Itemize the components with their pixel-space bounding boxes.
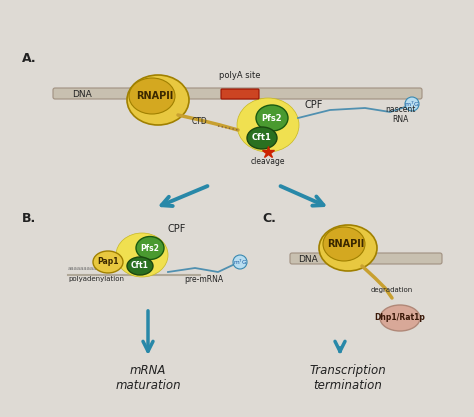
Ellipse shape — [127, 257, 153, 275]
Ellipse shape — [136, 236, 164, 259]
Ellipse shape — [247, 127, 277, 149]
Text: Cft1: Cft1 — [131, 261, 149, 271]
Text: CPF: CPF — [305, 100, 323, 110]
Text: CTD: CTD — [192, 117, 208, 126]
Text: m$^7$G: m$^7$G — [404, 99, 419, 109]
Ellipse shape — [93, 251, 123, 273]
Ellipse shape — [237, 98, 299, 152]
Text: polyadenylation: polyadenylation — [68, 276, 124, 282]
Text: Pfs2: Pfs2 — [262, 113, 283, 123]
Text: CPF: CPF — [168, 224, 186, 234]
FancyBboxPatch shape — [290, 253, 442, 264]
Text: Pfs2: Pfs2 — [141, 244, 159, 253]
Text: Pap1: Pap1 — [97, 258, 119, 266]
Text: A.: A. — [22, 52, 36, 65]
Ellipse shape — [116, 233, 168, 277]
Text: B.: B. — [22, 212, 36, 225]
Text: mRNA
maturation: mRNA maturation — [115, 364, 181, 392]
Text: polyA site: polyA site — [219, 71, 261, 80]
Ellipse shape — [319, 225, 377, 271]
Text: m$^7$G: m$^7$G — [233, 257, 247, 266]
FancyBboxPatch shape — [53, 88, 422, 99]
Ellipse shape — [129, 78, 175, 114]
Text: pre-mRNA: pre-mRNA — [184, 275, 224, 284]
Text: aaaaaaaaaa: aaaaaaaaaa — [68, 266, 100, 271]
Text: C.: C. — [262, 212, 276, 225]
Text: Transcription
termination: Transcription termination — [310, 364, 386, 392]
Ellipse shape — [127, 75, 189, 125]
Circle shape — [233, 255, 247, 269]
FancyBboxPatch shape — [221, 89, 259, 99]
Ellipse shape — [323, 227, 365, 261]
Circle shape — [405, 97, 419, 111]
Text: DNA: DNA — [298, 254, 318, 264]
Text: Dhp1/Rat1p: Dhp1/Rat1p — [374, 314, 426, 322]
Text: cleavage: cleavage — [251, 157, 285, 166]
Text: nascent
RNA: nascent RNA — [385, 105, 415, 124]
Ellipse shape — [256, 105, 288, 131]
Text: degradation: degradation — [371, 287, 413, 293]
Text: RNAPII: RNAPII — [137, 91, 173, 101]
Text: DNA: DNA — [72, 90, 92, 98]
Ellipse shape — [380, 305, 420, 331]
Text: RNAPII: RNAPII — [328, 239, 365, 249]
Text: Cft1: Cft1 — [252, 133, 272, 143]
